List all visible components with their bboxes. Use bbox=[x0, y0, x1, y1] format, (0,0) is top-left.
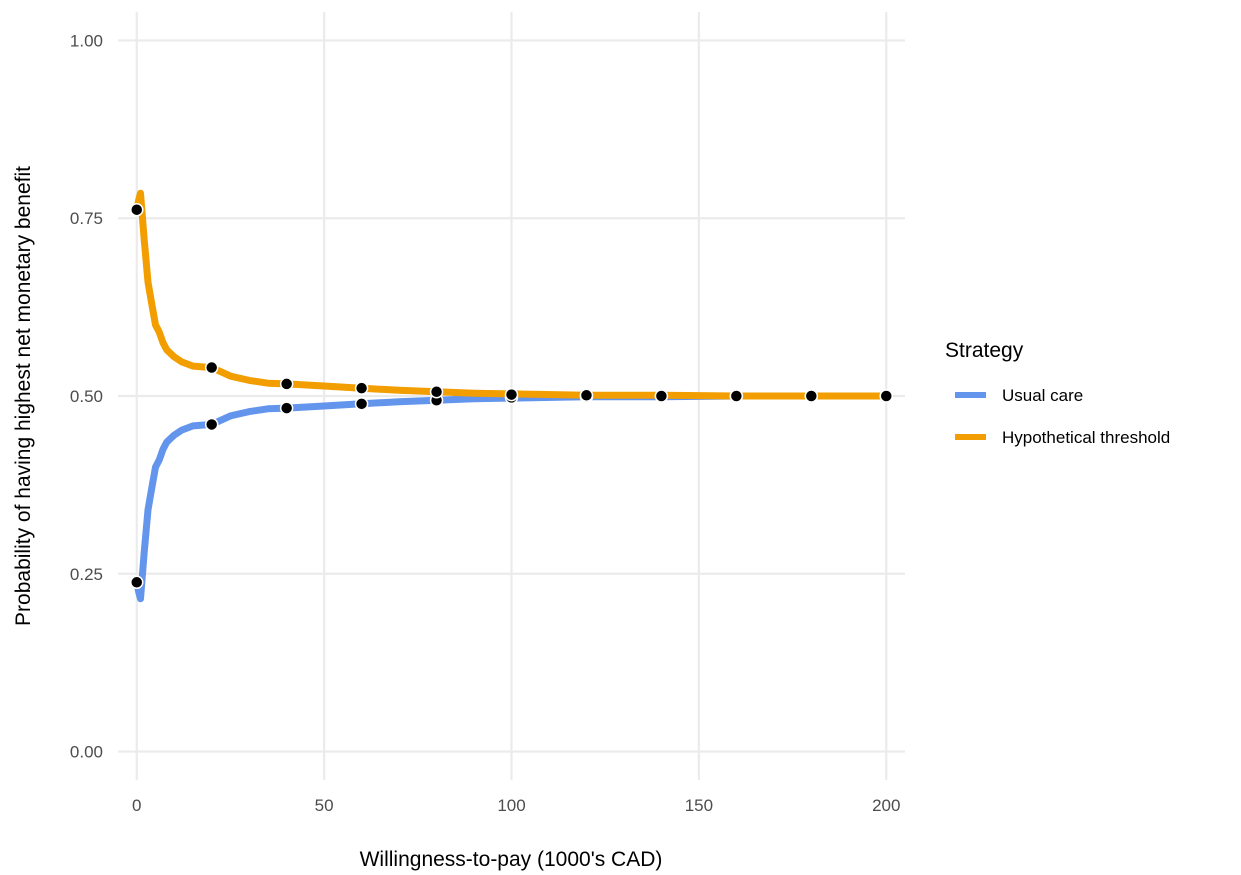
series-1-point-7 bbox=[654, 389, 669, 403]
legend-title: Strategy bbox=[945, 339, 1024, 362]
x-tick-label-4: 200 bbox=[872, 796, 900, 815]
y-tick-label-2: 0.50 bbox=[70, 387, 103, 406]
series-line-1 bbox=[133, 189, 890, 400]
y-axis-title: Probability of having highest net moneta… bbox=[12, 166, 35, 626]
legend-label-usual-care: Usual care bbox=[1002, 386, 1083, 405]
y-tick-label-4: 1.00 bbox=[70, 31, 103, 50]
x-tick-label-3: 150 bbox=[685, 796, 713, 815]
series-lines bbox=[133, 189, 890, 603]
series-1-point-0 bbox=[129, 202, 144, 217]
x-tick-label-1: 50 bbox=[315, 796, 334, 815]
y-tick-label-3: 0.75 bbox=[70, 209, 103, 228]
y-tick-label-1: 0.25 bbox=[70, 565, 103, 584]
y-axis-ticks: 0.00 0.25 0.50 0.75 1.00 bbox=[70, 31, 103, 761]
series-0-point-2 bbox=[279, 401, 294, 415]
series-1-point-4 bbox=[429, 384, 444, 399]
series-1-point-2 bbox=[279, 377, 294, 391]
series-1-point-6 bbox=[579, 388, 594, 403]
x-tick-label-0: 0 bbox=[132, 796, 141, 815]
legend-label-hypothetical-threshold: Hypothetical threshold bbox=[1002, 428, 1170, 447]
series-0-point-3 bbox=[354, 397, 369, 411]
series-1-point-8 bbox=[729, 389, 744, 403]
series-1-point-1 bbox=[204, 360, 219, 375]
series-0-point-1 bbox=[204, 417, 219, 432]
series-1-point-3 bbox=[354, 381, 369, 395]
series-1-point-9 bbox=[804, 389, 819, 403]
legend: Strategy Usual care Hypothetical thresho… bbox=[945, 339, 1170, 447]
x-axis-ticks: 0 50 100 150 200 bbox=[132, 796, 900, 815]
y-tick-label-0: 0.00 bbox=[70, 743, 103, 762]
x-tick-label-2: 100 bbox=[497, 796, 525, 815]
x-axis-title: Willingness-to-pay (1000's CAD) bbox=[360, 848, 663, 871]
series-1-point-10 bbox=[879, 389, 894, 403]
series-0-point-0 bbox=[129, 575, 144, 590]
series-1-point-5 bbox=[504, 387, 519, 402]
series-markers bbox=[129, 202, 894, 590]
